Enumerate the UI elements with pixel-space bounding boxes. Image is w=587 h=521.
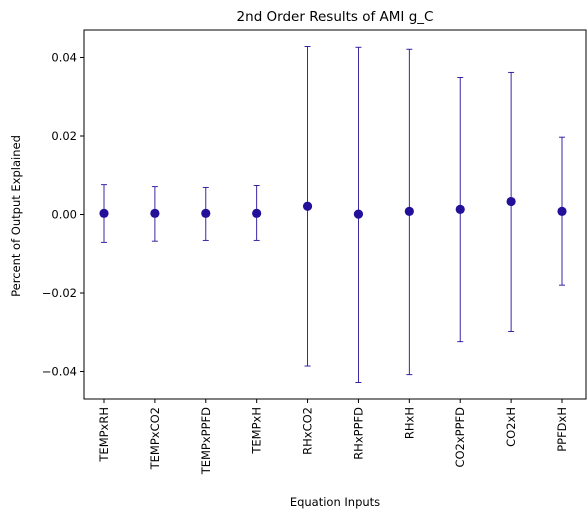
chart-title: 2nd Order Results of AMI g_C [237, 9, 434, 25]
y-tick-label: −0.02 [42, 286, 77, 300]
x-tick-label: TEMPxH [250, 407, 264, 455]
y-tick-label: 0.04 [51, 50, 77, 64]
x-tick-label: PPFDxH [555, 407, 569, 452]
x-tick-label: CO2xH [504, 407, 518, 447]
x-tick-label: TEMPxRH [97, 407, 111, 463]
axes-frame [83, 29, 587, 400]
data-point [557, 206, 567, 216]
x-axis-label: Equation Inputs [290, 495, 380, 509]
y-tick-label: 0.02 [51, 129, 77, 143]
data-point [150, 208, 160, 218]
data-point [99, 208, 109, 218]
y-axis-label: Percent of Output Explained [9, 135, 23, 297]
x-tick-label: CO2xPPFD [453, 407, 467, 468]
x-tick-label: TEMPxPPFD [199, 407, 213, 475]
plot-area: −0.04 −0.02 0.00 0.02 0.04 TEMPxRH TEMPxCO2 TEM… [42, 46, 569, 475]
y-tick-label: −0.04 [42, 365, 77, 379]
x-tick-label: RHxCO2 [301, 407, 315, 455]
data-point [252, 208, 262, 218]
data-point [404, 206, 414, 216]
data-point [201, 208, 211, 218]
x-tick-label: RHxPPFD [351, 407, 365, 460]
data-point [302, 201, 313, 211]
data-point [455, 204, 465, 214]
y-tick-label: 0.00 [51, 208, 77, 222]
x-tick-label: RHxH [402, 407, 416, 439]
data-point [353, 209, 364, 219]
x-tick-label: TEMPxCO2 [148, 407, 162, 470]
data-point [506, 196, 516, 207]
